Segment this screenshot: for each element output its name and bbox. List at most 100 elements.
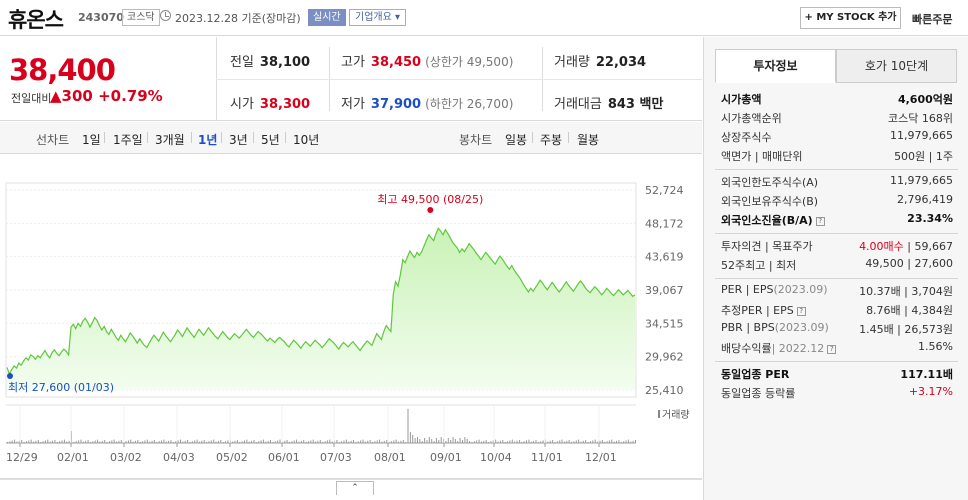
volume-bar xyxy=(9,441,11,443)
volume-bar xyxy=(568,440,570,443)
volume-bar xyxy=(597,441,599,443)
volume-bar xyxy=(220,440,222,443)
volume-bar xyxy=(379,439,381,443)
volume-bar xyxy=(324,441,326,443)
company-info-dropdown[interactable]: 기업개요 ▾ xyxy=(349,9,406,26)
info-label[interactable]: 동일업종 등락률 xyxy=(721,385,795,401)
line-chart-label: 선차트 xyxy=(36,133,70,147)
compare-label: 전일대비 xyxy=(11,92,52,105)
candle-monthly[interactable]: 월봉 xyxy=(577,133,600,147)
volume-bar xyxy=(312,439,314,443)
y-tick-label: 29,962 xyxy=(645,351,684,364)
volume-bar xyxy=(590,441,591,443)
volume-bar xyxy=(116,441,117,443)
info-value: 117.11배 xyxy=(900,366,953,382)
price-area xyxy=(7,228,635,390)
volume-bar xyxy=(516,440,518,443)
help-icon[interactable]: ? xyxy=(815,217,825,226)
info-label-text: 시가총액순위 xyxy=(721,112,782,125)
info-label: 추정PER | EPS? xyxy=(721,302,806,318)
volume-bar xyxy=(215,441,217,443)
divider xyxy=(715,278,958,279)
tab-investment-info[interactable]: 투자정보 xyxy=(715,49,836,83)
quick-order-button[interactable]: 빠른주문 xyxy=(912,13,953,26)
chart-collapse-button[interactable]: ⌃ xyxy=(336,481,374,495)
divider xyxy=(216,79,702,80)
volume-bar xyxy=(208,441,210,443)
volume-bar xyxy=(331,441,333,443)
volume-bar xyxy=(59,441,61,443)
range-10y[interactable]: 10년 xyxy=(293,133,320,147)
divider xyxy=(568,132,569,143)
volume-bar xyxy=(367,440,369,443)
y-tick-label: 43,619 xyxy=(645,251,684,264)
high-price: 고가 38,450 (상한가 49,500) xyxy=(341,55,514,70)
info-value-opinion: 4.00매수 xyxy=(859,240,908,253)
range-1d[interactable]: 1일 xyxy=(82,133,101,147)
volume-bar xyxy=(267,440,269,443)
info-label-text: 동일업종 등락률 xyxy=(721,387,796,400)
info-label: 투자의견 | 목표주가 xyxy=(721,238,813,254)
info-label-text: 외국인한도주식수(A) xyxy=(721,176,819,189)
volume-bar xyxy=(353,440,354,443)
range-3y[interactable]: 3년 xyxy=(229,133,248,147)
volume-bar xyxy=(130,439,132,443)
info-label-text: 외국인보유주식수(B) xyxy=(721,195,819,208)
low-price: 저가 37,900 (하한가 26,700) xyxy=(341,97,514,112)
realtime-button[interactable]: 실시간 xyxy=(308,9,346,26)
range-3m[interactable]: 3개월 xyxy=(155,133,185,147)
divider xyxy=(147,132,148,143)
volume-bar xyxy=(438,440,440,443)
volume-bar xyxy=(298,441,300,443)
volume-bar xyxy=(627,439,629,443)
info-value-text: | 59,667 xyxy=(907,240,953,253)
volume-bar xyxy=(270,440,271,443)
info-value: 2,796,419 xyxy=(897,193,953,206)
info-label-text: 상장주식수 xyxy=(721,131,772,144)
volume-bar xyxy=(497,441,499,443)
x-tick-label: 09/01 xyxy=(430,451,462,464)
volume-bar xyxy=(310,440,312,443)
investment-info-body: 시가총액 4,600억원 시가총액순위 코스닥 168위 상장주식수 11,979,665… xyxy=(715,83,958,443)
info-value: 10.37배 | 3,704원 xyxy=(859,283,953,299)
volume-bar xyxy=(317,440,319,443)
range-1w[interactable]: 1주일 xyxy=(113,133,143,147)
volume-bar xyxy=(120,440,122,443)
volume-bar xyxy=(478,439,480,443)
info-label-text: 배당수익률 xyxy=(721,342,772,355)
volume-bar xyxy=(582,440,584,443)
volume-bar xyxy=(454,439,456,443)
info-label: PER | EPS(2023.09) xyxy=(721,283,828,296)
my-stock-add-button[interactable]: + MY STOCK 추가 xyxy=(800,7,901,29)
info-value-text: 1.56% xyxy=(918,340,953,353)
help-icon[interactable]: ? xyxy=(796,307,806,316)
volume-bar xyxy=(104,440,106,443)
price-chart: 52,724 48,172 43,619 39,067 34,515 29,962 25,4… xyxy=(0,155,702,500)
info-value-text: 11,979,665 xyxy=(890,174,953,187)
volume-bar xyxy=(608,440,610,443)
volume-bar xyxy=(464,437,466,443)
volume-bar xyxy=(613,441,615,443)
volume-bar xyxy=(540,441,542,443)
clock-icon xyxy=(160,10,171,21)
volume-bar xyxy=(426,440,428,443)
info-value-text: +3.17% xyxy=(908,385,953,398)
info-label: 시가총액 xyxy=(721,91,761,107)
help-icon[interactable]: ? xyxy=(827,345,837,354)
volume-bar xyxy=(227,440,229,443)
volume-bar xyxy=(594,439,596,443)
candle-daily[interactable]: 일봉 xyxy=(505,133,528,147)
tab-order-book[interactable]: 호가 10단계 xyxy=(836,49,957,83)
volume-bar xyxy=(168,440,170,443)
candle-weekly[interactable]: 주봉 xyxy=(540,133,563,147)
volume-bar xyxy=(462,440,463,443)
x-tick-label: 12/01 xyxy=(585,451,617,464)
info-value: 1.45배 | 26,573원 xyxy=(859,321,953,337)
range-1y[interactable]: 1년 xyxy=(198,133,218,147)
info-label[interactable]: 동일업종 PER xyxy=(721,366,789,382)
range-5y[interactable]: 5년 xyxy=(261,133,280,147)
info-value-text: 4,600억원 xyxy=(897,93,953,106)
info-value: 500원 | 1주 xyxy=(894,148,953,164)
volume-bar xyxy=(414,438,416,443)
volume-bar xyxy=(632,440,634,443)
